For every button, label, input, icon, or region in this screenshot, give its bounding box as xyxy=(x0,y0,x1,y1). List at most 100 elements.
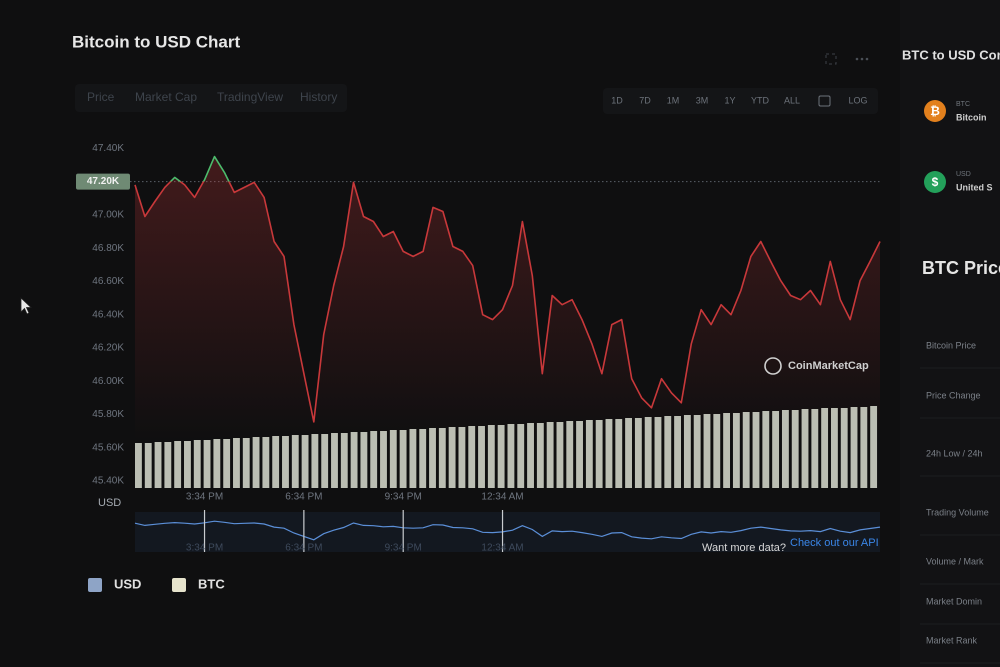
volume-bar xyxy=(291,435,299,488)
range-button[interactable]: 1M xyxy=(667,95,680,105)
y-tick-label: 47.40K xyxy=(92,143,124,154)
range-button[interactable]: 3M xyxy=(696,95,709,105)
volume-bar xyxy=(380,431,387,488)
legend-label[interactable]: USD xyxy=(114,576,141,591)
range-button[interactable]: 7D xyxy=(639,95,651,105)
volume-bar xyxy=(772,411,780,488)
range-button[interactable]: 1Y xyxy=(724,95,735,105)
watermark: CoinMarketCap xyxy=(788,360,869,372)
usd-icon-glyph: $ xyxy=(932,175,939,189)
legend-label[interactable]: BTC xyxy=(198,576,225,591)
volume-bar xyxy=(203,440,211,488)
volume-bar xyxy=(252,437,260,488)
volume-bar xyxy=(389,430,397,488)
y-tick-label: 46.60K xyxy=(92,276,124,287)
volume-bar xyxy=(742,412,750,488)
api-question: Want more data? xyxy=(702,542,786,554)
volume-bar xyxy=(135,443,142,488)
tab-bar xyxy=(75,84,347,112)
volume-bar xyxy=(762,411,770,488)
legend-swatch[interactable] xyxy=(172,578,186,592)
currency-name: Bitcoin xyxy=(956,112,987,122)
range-button[interactable]: ALL xyxy=(784,95,800,105)
volume-bar xyxy=(458,427,466,488)
navigator-line xyxy=(134,520,881,541)
volume-bar xyxy=(840,408,848,488)
legend-swatch[interactable] xyxy=(88,578,102,592)
range-button[interactable]: LOG xyxy=(848,95,867,105)
volume-bar xyxy=(625,418,632,488)
volume-bar xyxy=(409,429,417,488)
volume-bar xyxy=(634,418,642,488)
tab[interactable]: Market Cap xyxy=(135,90,197,104)
btc-icon xyxy=(924,100,946,122)
stat-label: Market Domin xyxy=(926,596,982,606)
range-button[interactable]: YTD xyxy=(751,95,770,105)
calendar-button[interactable] xyxy=(818,95,831,107)
volume-bar xyxy=(830,408,838,488)
volume-bar xyxy=(478,426,485,488)
volume-bar xyxy=(448,427,456,488)
tab[interactable]: Price xyxy=(87,90,115,104)
volume-bar xyxy=(556,422,564,488)
volume-bar xyxy=(399,430,407,488)
currency-name: United S xyxy=(956,182,993,192)
stat-label: 24h Low / 24h xyxy=(926,448,983,458)
volume-bar xyxy=(654,417,662,488)
volume-bar xyxy=(703,414,711,488)
volume-bar xyxy=(811,409,819,488)
volume-bar xyxy=(664,416,672,488)
volume-bar xyxy=(507,424,515,488)
y-tick-label: 47.00K xyxy=(92,209,124,220)
stat-label: Trading Volume xyxy=(926,507,989,517)
volume-bar xyxy=(419,429,427,488)
currency-code: USD xyxy=(956,171,971,178)
x-tick-label: 3:34 PM xyxy=(186,492,223,503)
volume-bar xyxy=(536,423,544,488)
chart-actions[interactable] xyxy=(825,53,869,65)
volume-bar xyxy=(184,441,191,488)
side-panel xyxy=(900,0,1000,667)
volume-bar xyxy=(438,428,446,488)
volume-bar xyxy=(340,433,348,488)
currency-code: BTC xyxy=(956,101,970,108)
volume-bar xyxy=(262,437,270,488)
navigator-label: 12:34 AM xyxy=(481,543,523,554)
y-tick-label: 46.80K xyxy=(92,243,124,254)
price-line xyxy=(134,155,881,423)
api-link[interactable]: Check out our API xyxy=(790,537,879,549)
range-button[interactable]: 1D xyxy=(611,95,623,105)
btc-icon-glyph: ₿ xyxy=(930,104,940,118)
volume-bar xyxy=(360,432,368,488)
volume-bar xyxy=(791,410,799,488)
mouse-cursor xyxy=(20,297,33,315)
y-tick-label: 45.80K xyxy=(92,409,124,420)
tab[interactable]: History xyxy=(300,90,337,104)
volume-bar xyxy=(301,435,309,488)
range-bar xyxy=(603,88,878,114)
volume-bar xyxy=(174,441,182,488)
volume-bar xyxy=(497,425,505,488)
volume-bar xyxy=(233,438,240,488)
usd-icon xyxy=(924,171,946,193)
volume-bar xyxy=(223,439,231,488)
converter-title: BTC to USD Con xyxy=(902,47,1000,62)
volume-bar xyxy=(311,434,319,488)
volume-bar xyxy=(752,412,760,488)
volume-bar xyxy=(487,425,495,488)
volume-bar xyxy=(370,431,378,488)
navigator-bg xyxy=(135,512,880,552)
volume-bar xyxy=(213,439,221,488)
volume-bar xyxy=(713,414,721,488)
volume-bar xyxy=(821,408,829,488)
tab[interactable]: TradingView xyxy=(217,90,283,104)
navigator-label: 3:34 PM xyxy=(186,543,223,554)
reference-label: 47.20K xyxy=(87,176,120,187)
volume-bar xyxy=(595,420,603,488)
y-axis-label: USD xyxy=(98,497,121,509)
navigator-label: 9:34 PM xyxy=(385,543,422,554)
reference-badge xyxy=(76,173,130,190)
stat-label: Volume / Mark xyxy=(926,556,984,566)
